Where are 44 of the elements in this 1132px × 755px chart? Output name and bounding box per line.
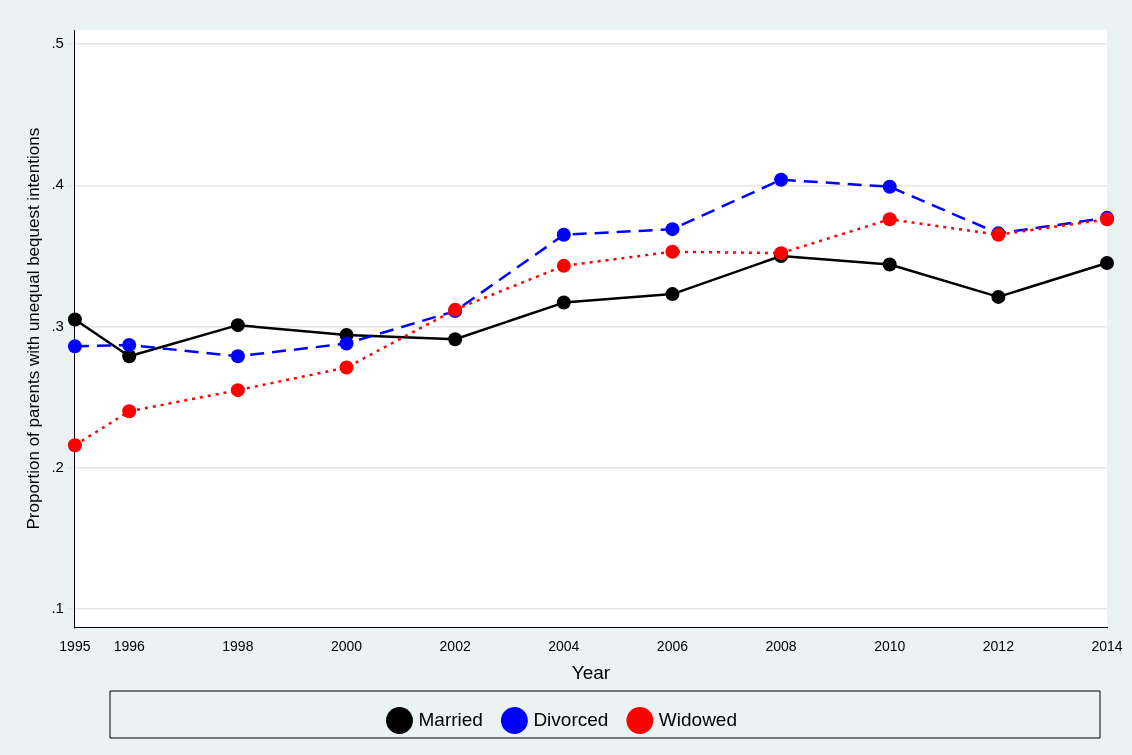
x-tick-label: 2012 (982, 637, 1015, 654)
y-tick-label: .4 (51, 175, 64, 193)
x-tick-label: 2000 (330, 637, 363, 654)
point (882, 179, 897, 194)
x-tick-label: 1996 (113, 637, 146, 654)
y-tick-label: .2 (51, 457, 64, 475)
point (665, 287, 680, 302)
point (122, 337, 137, 352)
point (67, 438, 82, 453)
x-tick-label: 1998 (222, 637, 254, 654)
point (448, 332, 463, 347)
point (665, 222, 680, 237)
legend-label: Divorced (533, 708, 609, 730)
x-tick-label: 2010 (874, 637, 906, 654)
y-tick-label: .5 (51, 34, 64, 52)
legend-label: Married (418, 708, 483, 730)
x-tick-label: 2014 (1091, 637, 1123, 654)
x-tick-label: 2008 (765, 637, 797, 654)
point (556, 295, 571, 310)
legend-label: Widowed (658, 708, 738, 730)
point (339, 360, 354, 375)
point (67, 312, 82, 327)
x-axis-title: Year (571, 661, 611, 683)
point (556, 227, 571, 242)
point (556, 258, 571, 273)
point (230, 349, 245, 364)
point (230, 383, 245, 398)
point (991, 289, 1006, 304)
y-tick-label: .1 (51, 599, 64, 617)
x-tick-label: 2002 (439, 637, 471, 654)
point (882, 212, 897, 227)
point (1100, 256, 1114, 271)
point (230, 318, 245, 333)
point (339, 336, 354, 351)
x-tick-label: 2006 (656, 637, 689, 654)
point (774, 172, 789, 187)
point (122, 404, 137, 419)
point (882, 257, 897, 272)
point (67, 339, 82, 354)
y-axis-title: Proportion of parents with unequal bequest intentions (23, 127, 43, 530)
point (665, 244, 680, 259)
y-tick-label: .3 (51, 316, 64, 334)
x-tick-label: 2004 (548, 637, 580, 654)
x-tick-label: 1995 (59, 637, 91, 654)
